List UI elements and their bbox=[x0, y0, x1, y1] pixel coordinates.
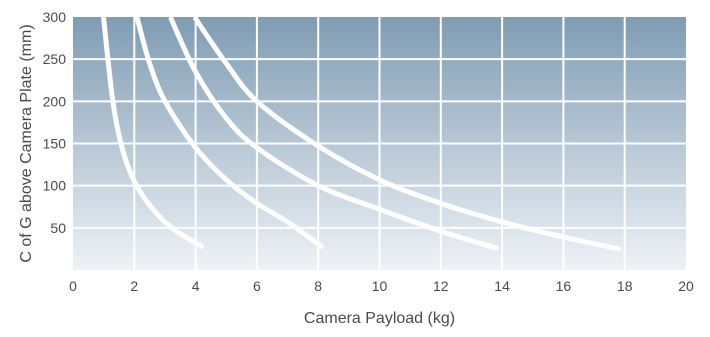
y-tick-label: 300 bbox=[43, 9, 67, 25]
x-tick-label: 0 bbox=[69, 278, 77, 294]
x-tick-label: 8 bbox=[314, 278, 322, 294]
series-line-3 bbox=[168, 16, 499, 251]
curves bbox=[101, 16, 622, 252]
y-tick-label: 250 bbox=[43, 51, 67, 67]
x-tick-label: 14 bbox=[494, 278, 510, 294]
x-tick-label: 18 bbox=[617, 278, 633, 294]
series-line-2 bbox=[134, 16, 324, 249]
y-tick-label: 100 bbox=[43, 178, 67, 194]
x-tick-label: 20 bbox=[678, 278, 694, 294]
y-tick-label: 50 bbox=[50, 220, 66, 236]
y-tick-label: 150 bbox=[43, 136, 67, 152]
y-tick-label: 200 bbox=[43, 93, 67, 109]
x-tick-label: 10 bbox=[372, 278, 388, 294]
series-line-4 bbox=[193, 16, 622, 252]
x-tick-label: 12 bbox=[433, 278, 449, 294]
series-line-1 bbox=[101, 16, 205, 249]
grid-lines bbox=[73, 17, 686, 270]
x-tick-label: 6 bbox=[253, 278, 261, 294]
x-axis-title: Camera Payload (kg) bbox=[304, 310, 455, 327]
x-tick-label: 2 bbox=[130, 278, 138, 294]
x-tick-labels: 0 2 4 6 8 10 12 14 16 18 20 bbox=[69, 278, 694, 294]
x-tick-label: 16 bbox=[556, 278, 572, 294]
x-tick-label: 4 bbox=[192, 278, 200, 294]
y-axis-title: C of G above Camera Plate (mm) bbox=[18, 24, 35, 262]
y-tick-labels: 50 100 150 200 250 300 bbox=[43, 9, 67, 236]
